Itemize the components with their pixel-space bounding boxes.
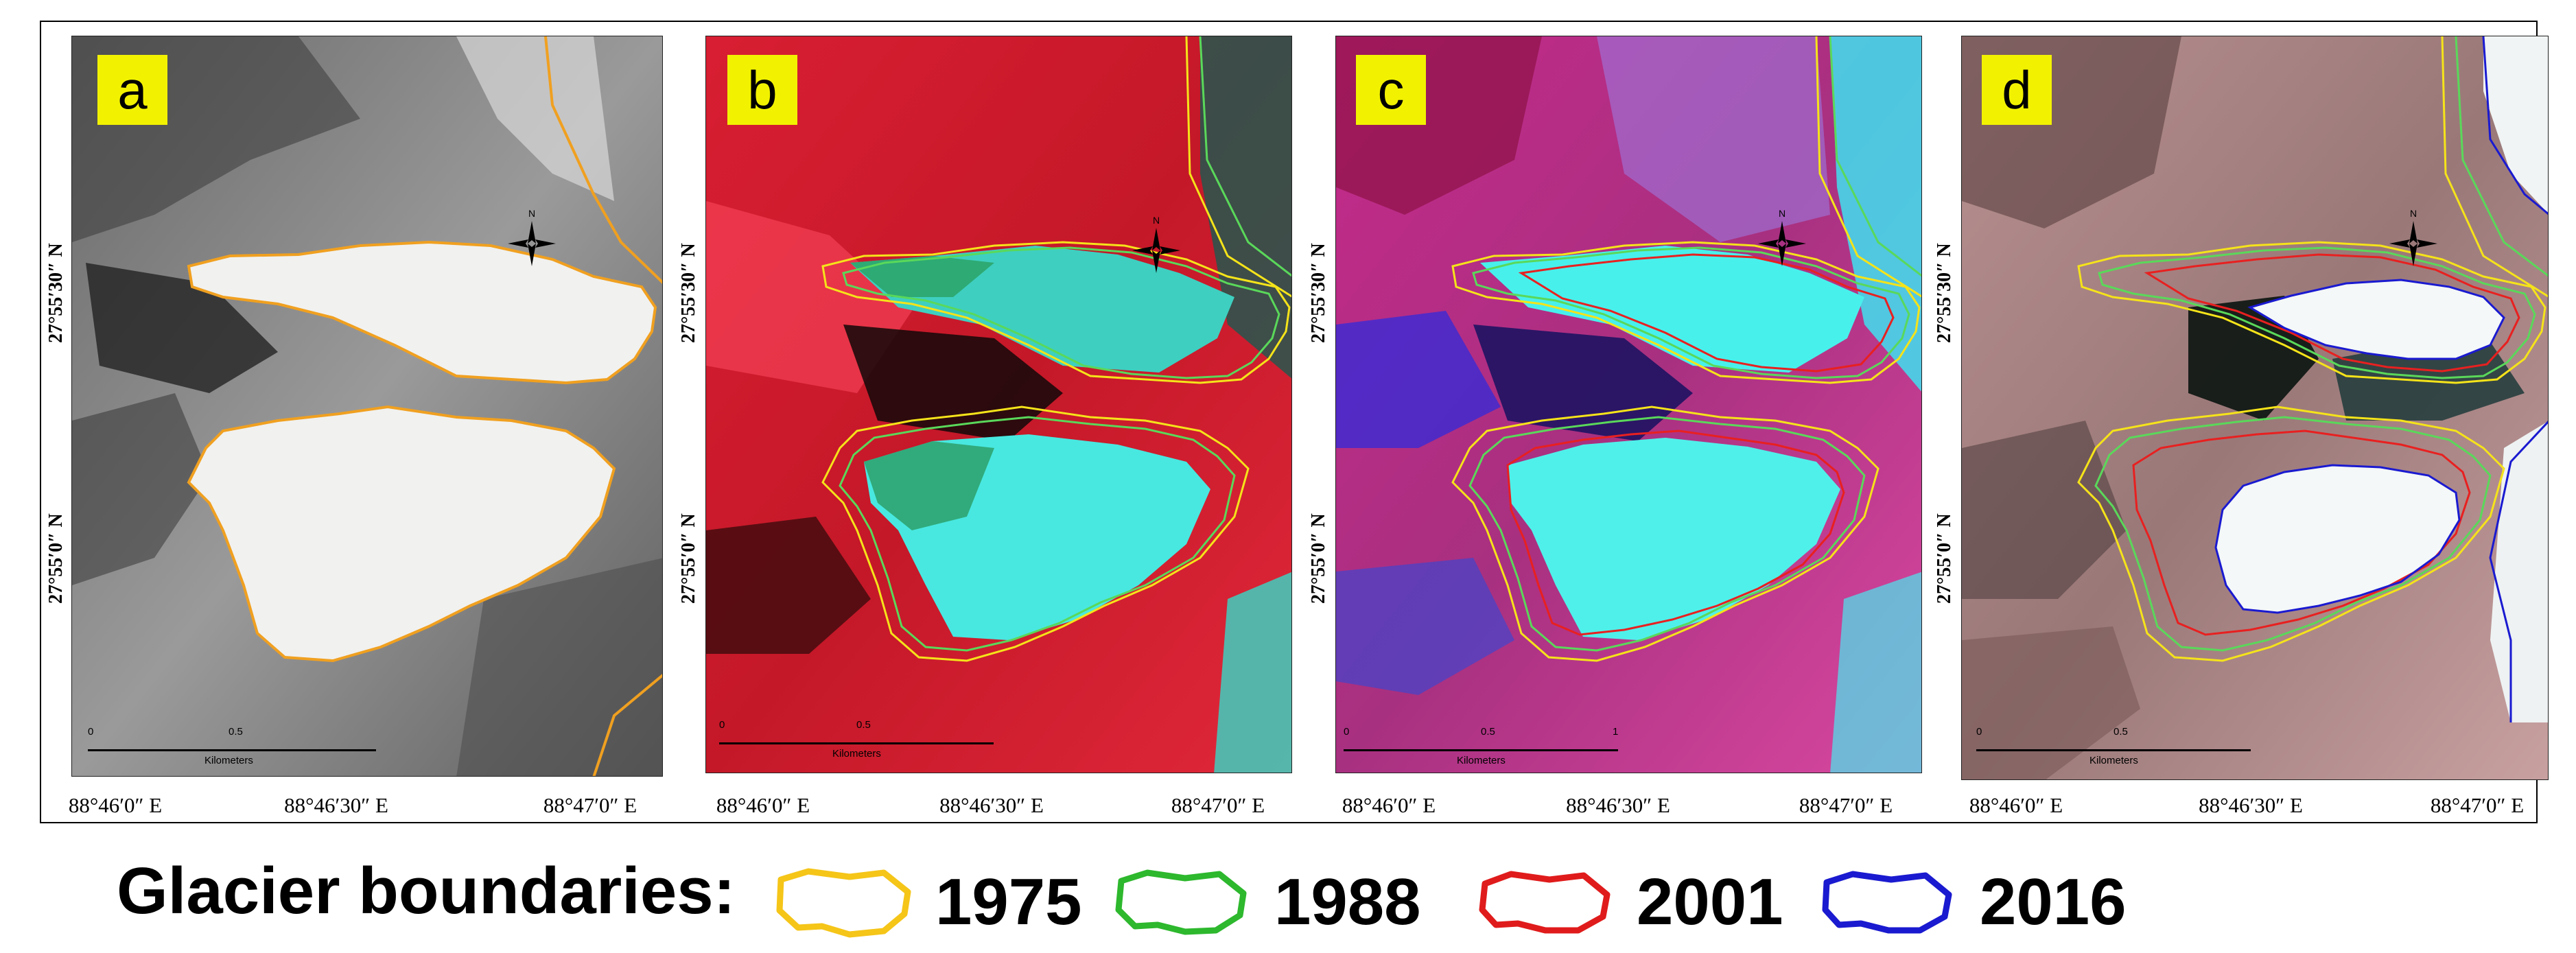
lon-label: 88°47′0″ E [1171, 793, 1265, 817]
panel-label-a: a [97, 55, 167, 125]
lon-label: 88°46′30″ E [1566, 793, 1670, 817]
scale-tick-half: 0.5 [2114, 726, 2128, 738]
scale-tick-0: 0 [88, 726, 94, 738]
legend-item-2016: 2016 [1812, 859, 2127, 941]
panel-d-imagery [1962, 36, 2548, 779]
north-arrow-icon: N [1132, 215, 1180, 273]
legend-title: Glacier boundaries: [117, 854, 736, 928]
scale-tick-half: 0.5 [856, 719, 871, 731]
legend-year-2016: 2016 [1980, 865, 2127, 939]
scale-tick-1: 1 [1613, 726, 1619, 738]
lon-label: 88°46′30″ E [284, 793, 388, 817]
legend-item-1975: 1975 [767, 859, 1082, 941]
lon-label: 88°46′0″ E [1342, 793, 1436, 817]
scale-tick-0: 0 [719, 719, 725, 731]
lon-label: 88°46′30″ E [2199, 793, 2303, 817]
svg-text:N: N [528, 208, 535, 219]
legend-year-1975: 1975 [935, 865, 1082, 939]
legend-year-1988: 1988 [1274, 865, 1421, 939]
map-panel-c [1335, 36, 1922, 773]
scale-bar-a: 0 0.5 Kilometers [88, 726, 383, 770]
north-arrow-icon: N [1758, 208, 1806, 266]
map-panel-a [71, 36, 663, 777]
map-panel-d [1961, 36, 2549, 780]
boundary-swatch-1975-icon [776, 868, 911, 938]
boundary-swatch-1988-icon [1115, 869, 1247, 935]
lat-label: 27°55′30″ N [1934, 243, 1955, 343]
panel-label-c: c [1356, 55, 1426, 125]
lon-label: 88°47′0″ E [1799, 793, 1893, 817]
panel-b-imagery [706, 36, 1291, 773]
lon-label: 88°46′0″ E [716, 793, 810, 817]
boundary-swatch-2001-icon [1479, 871, 1611, 934]
lon-label: 88°47′0″ E [2430, 793, 2525, 817]
scale-tick-half: 0.5 [1481, 726, 1495, 738]
scale-bar-d: 0 0.5 Kilometers [1976, 726, 2258, 770]
svg-text:N: N [2410, 208, 2417, 219]
north-arrow-icon: N [508, 208, 556, 266]
lat-label: 27°55′0″ N [678, 513, 699, 604]
north-arrow-icon: N [2389, 208, 2437, 266]
legend-year-2001: 2001 [1637, 865, 1783, 939]
lat-label: 27°55′0″ N [1934, 513, 1955, 604]
lon-label: 88°46′30″ E [939, 793, 1044, 817]
panel-label-b: b [727, 55, 797, 125]
map-panel-b [705, 36, 1292, 773]
lat-label: 27°55′30″ N [1308, 243, 1329, 343]
lat-label: 27°55′30″ N [678, 243, 699, 343]
scale-unit: Kilometers [832, 748, 881, 760]
panel-a-imagery [72, 36, 662, 776]
scale-bar-c: 0 0.5 1 Kilometers [1344, 726, 1625, 770]
scale-tick-0: 0 [1976, 726, 1982, 738]
panel-label-d: d [1982, 55, 2052, 125]
lat-label: 27°55′0″ N [1308, 513, 1329, 604]
lon-label: 88°46′0″ E [68, 793, 163, 817]
scale-tick-0: 0 [1344, 726, 1350, 738]
lon-label: 88°46′0″ E [1969, 793, 2063, 817]
panel-c-imagery [1336, 36, 1921, 773]
lat-label: 27°55′0″ N [45, 513, 67, 604]
scale-unit: Kilometers [2089, 755, 2138, 766]
legend-item-1988: 1988 [1106, 859, 1421, 941]
legend-item-2001: 2001 [1468, 859, 1783, 941]
scale-unit: Kilometers [204, 755, 253, 766]
svg-text:N: N [1153, 215, 1160, 226]
scale-unit: Kilometers [1457, 755, 1506, 766]
lat-label: 27°55′30″ N [45, 243, 67, 343]
lon-label: 88°47′0″ E [543, 793, 637, 817]
scale-bar-b: 0 0.5 Kilometers [719, 719, 1000, 763]
svg-text:N: N [1779, 208, 1785, 219]
boundary-swatch-2016-icon [1822, 871, 1952, 934]
scale-tick-half: 0.5 [229, 726, 243, 738]
